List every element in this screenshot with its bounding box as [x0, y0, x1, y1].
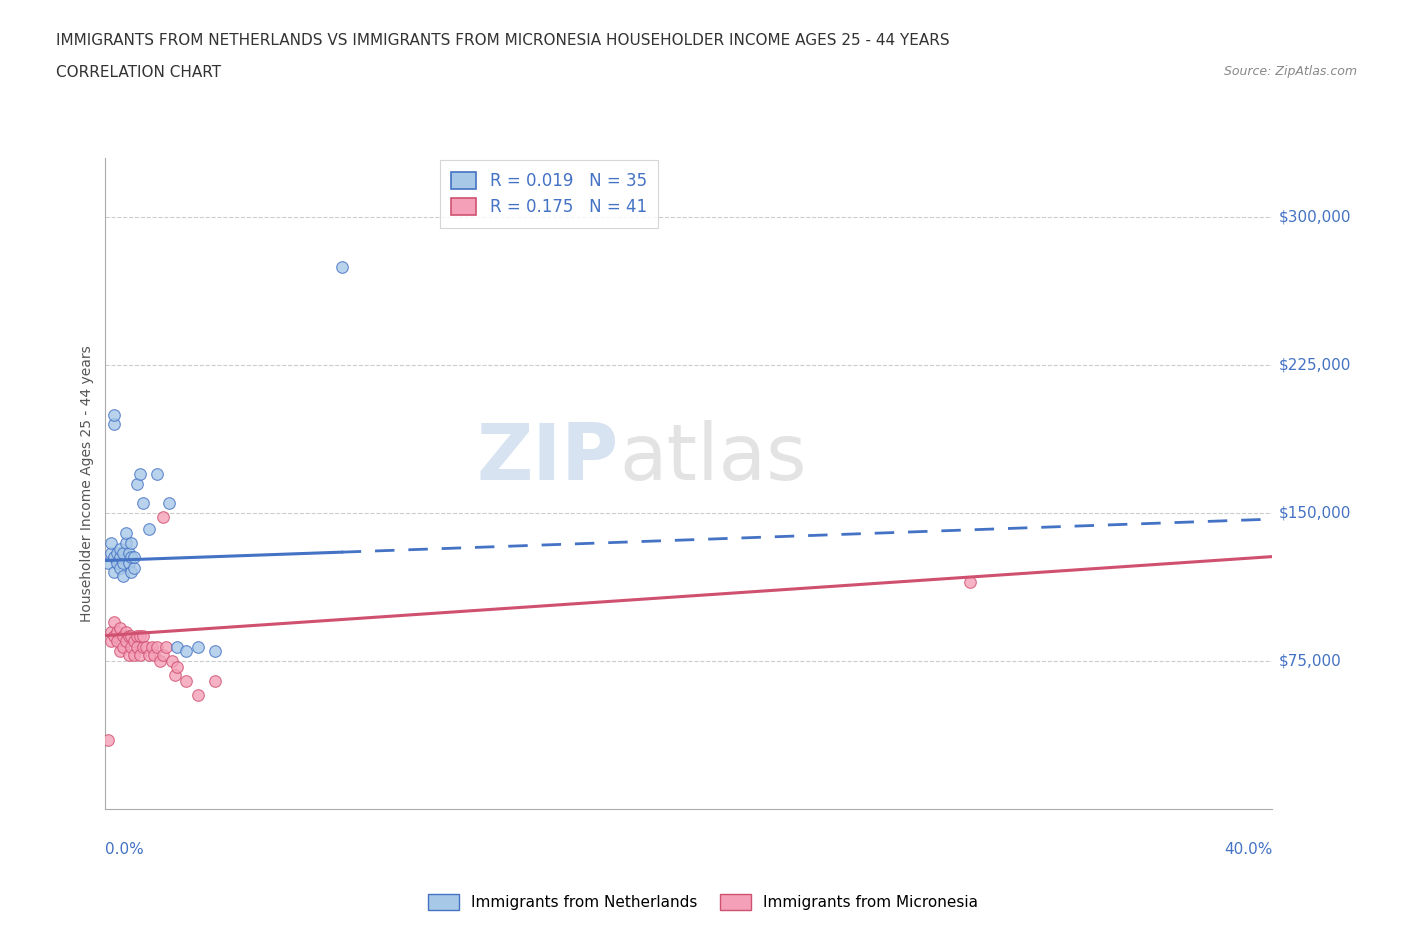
Point [132, 628, 155, 643]
Point [100, 536, 122, 551]
Point [111, 545, 134, 560]
Point [129, 648, 152, 663]
Text: $75,000: $75,000 [1278, 654, 1341, 669]
Text: CORRELATION CHART: CORRELATION CHART [56, 65, 221, 80]
Point [117, 555, 139, 570]
Point [187, 640, 209, 655]
Point [146, 466, 169, 481]
Point [120, 565, 142, 579]
Point [103, 417, 125, 432]
Point [157, 496, 180, 511]
Point [108, 549, 131, 564]
Point [166, 640, 188, 655]
Point [100, 634, 122, 649]
Point [187, 687, 209, 702]
Point [117, 628, 139, 643]
Point [103, 565, 125, 579]
Point [111, 640, 134, 655]
Text: atlas: atlas [619, 419, 807, 496]
Point [122, 549, 145, 564]
Point [111, 555, 134, 570]
Legend: Immigrants from Netherlands, Immigrants from Micronesia: Immigrants from Netherlands, Immigrants … [420, 886, 986, 918]
Point [114, 634, 136, 649]
Point [114, 624, 136, 639]
Point [135, 640, 157, 655]
Point [114, 536, 136, 551]
Point [108, 561, 131, 576]
Point [103, 549, 125, 564]
Point [114, 525, 136, 540]
Point [120, 628, 142, 643]
Point [111, 569, 134, 584]
Point [117, 648, 139, 663]
Point [105, 555, 128, 570]
Point [103, 407, 125, 422]
Text: Source: ZipAtlas.com: Source: ZipAtlas.com [1223, 65, 1357, 78]
Point [108, 620, 131, 635]
Point [160, 654, 183, 669]
Text: 0.0%: 0.0% [105, 842, 145, 857]
Point [103, 628, 125, 643]
Text: $150,000: $150,000 [1278, 506, 1351, 521]
Point [129, 628, 152, 643]
Point [120, 640, 142, 655]
Point [127, 628, 149, 643]
Point [129, 466, 152, 481]
Point [174, 644, 197, 658]
Point [105, 634, 128, 649]
Point [141, 640, 163, 655]
Text: $225,000: $225,000 [1278, 358, 1351, 373]
Point [97, 733, 120, 748]
Text: ZIP: ZIP [477, 419, 619, 496]
Point [97, 555, 120, 570]
Point [166, 659, 188, 674]
Point [120, 536, 142, 551]
Point [122, 648, 145, 663]
Point [105, 545, 128, 560]
Point [143, 648, 166, 663]
Point [127, 640, 149, 655]
Point [111, 628, 134, 643]
Text: $300,000: $300,000 [1278, 210, 1351, 225]
Point [163, 668, 186, 683]
Point [105, 624, 128, 639]
Point [138, 522, 160, 537]
Point [330, 259, 353, 274]
Y-axis label: Householder Income Ages 25 - 44 years: Householder Income Ages 25 - 44 years [80, 345, 94, 622]
Point [108, 644, 131, 658]
Point [149, 654, 172, 669]
Point [122, 634, 145, 649]
Point [152, 648, 174, 663]
Point [120, 549, 142, 564]
Point [117, 545, 139, 560]
Point [174, 673, 197, 688]
Text: 40.0%: 40.0% [1225, 842, 1272, 857]
Point [146, 640, 169, 655]
Point [100, 624, 122, 639]
Point [132, 640, 155, 655]
Point [959, 575, 981, 590]
Point [152, 510, 174, 525]
Point [138, 648, 160, 663]
Point [103, 614, 125, 629]
Point [122, 561, 145, 576]
Point [100, 545, 122, 560]
Point [132, 496, 155, 511]
Point [127, 476, 149, 491]
Point [204, 644, 226, 658]
Legend: R = 0.019   N = 35, R = 0.175   N = 41: R = 0.019 N = 35, R = 0.175 N = 41 [440, 160, 658, 228]
Point [108, 541, 131, 556]
Point [155, 640, 177, 655]
Point [204, 673, 226, 688]
Text: IMMIGRANTS FROM NETHERLANDS VS IMMIGRANTS FROM MICRONESIA HOUSEHOLDER INCOME AGE: IMMIGRANTS FROM NETHERLANDS VS IMMIGRANT… [56, 33, 950, 47]
